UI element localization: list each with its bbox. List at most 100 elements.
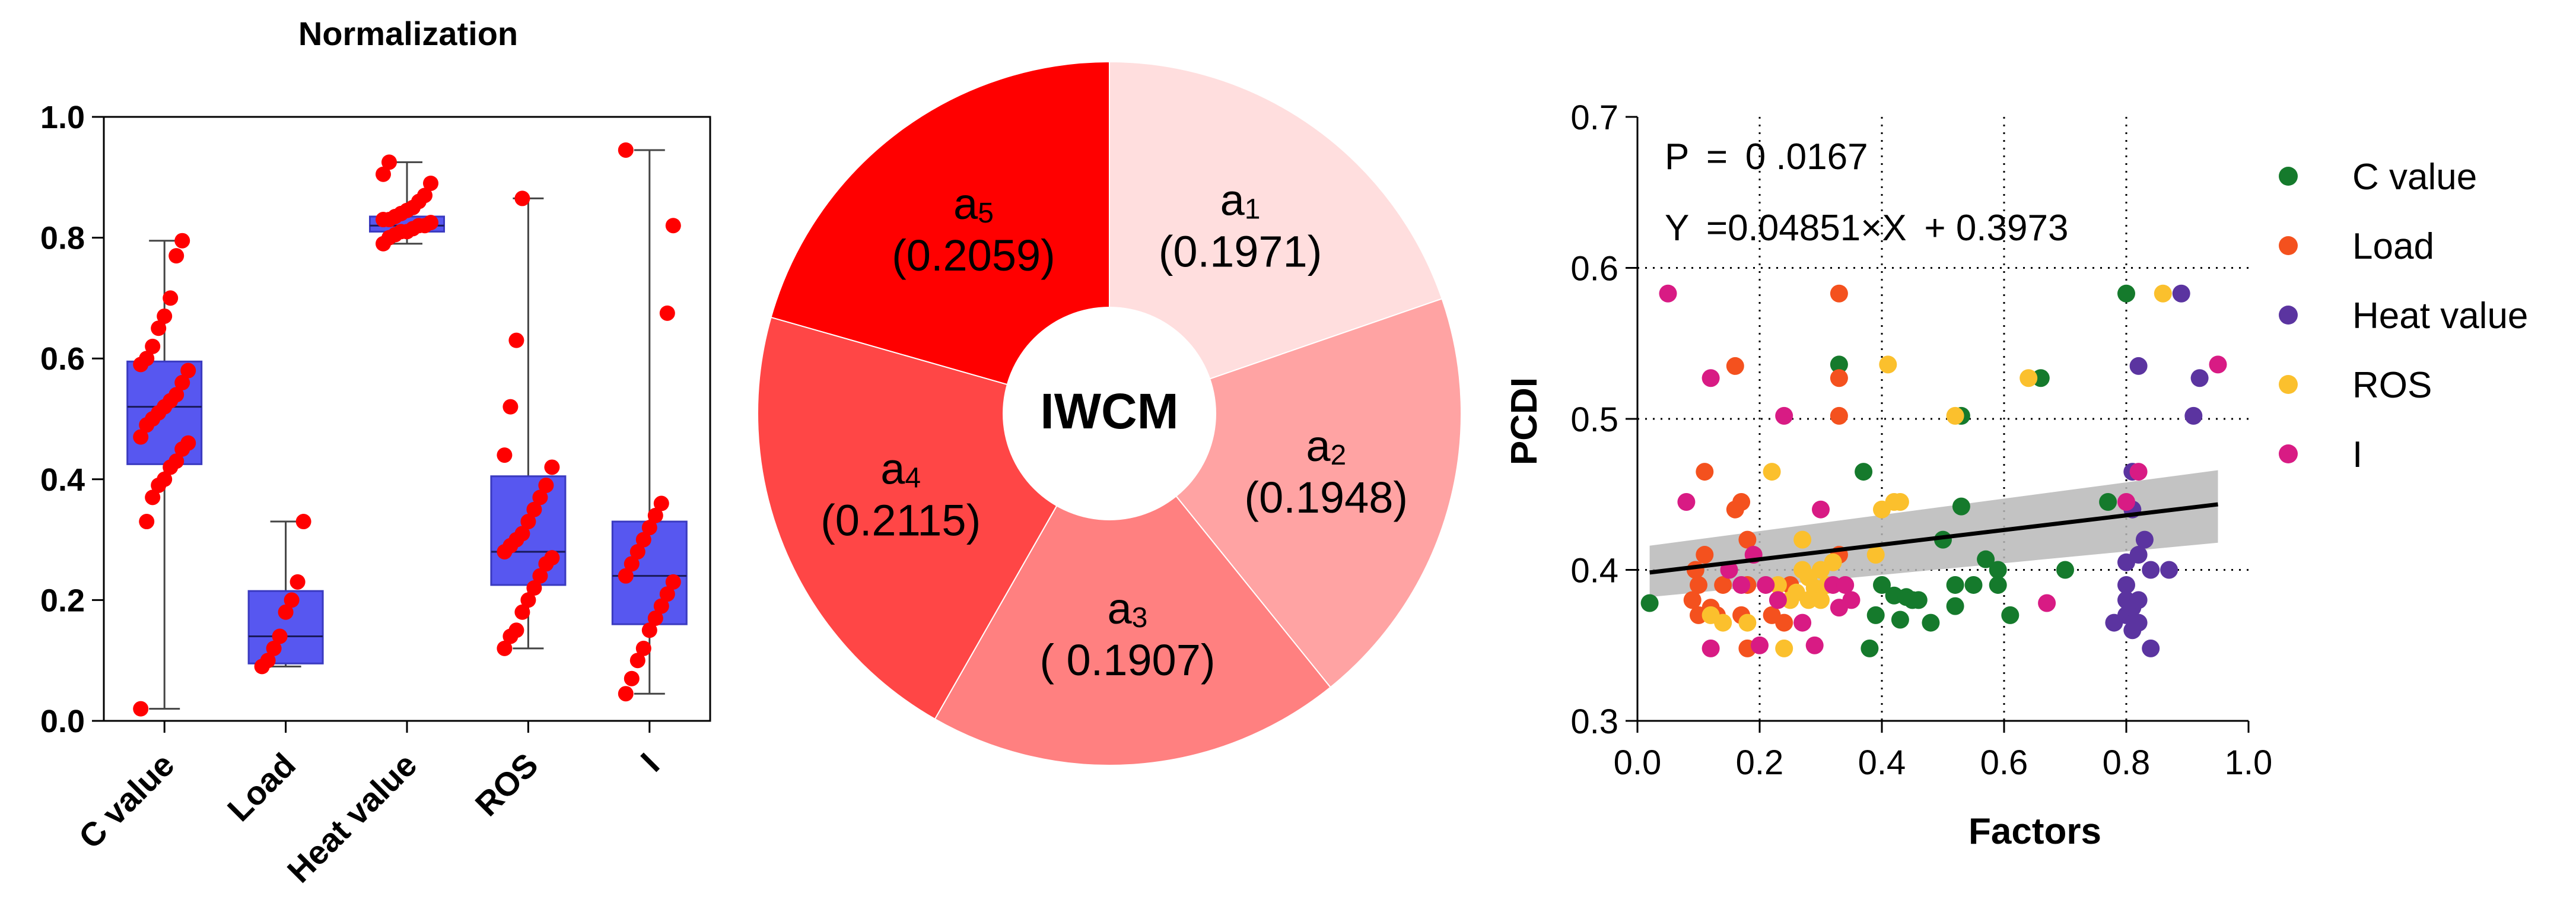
box-data-point — [647, 610, 663, 626]
scatter-point-load — [1738, 530, 1757, 549]
legend-marker-i — [2279, 444, 2298, 463]
scatter-point-load — [1686, 561, 1704, 579]
box-data-point — [629, 653, 645, 669]
box-data-point — [532, 568, 548, 584]
scatter-point-i — [2038, 594, 2056, 612]
scatter-point-i — [2129, 463, 2148, 481]
box-data-point — [629, 543, 645, 559]
regression-line-group — [1649, 502, 2218, 575]
legend-label: ROS — [2352, 365, 2432, 406]
scatter-point-ros — [1866, 546, 1885, 564]
scatter-point-i — [2209, 355, 2227, 374]
box-data-point — [624, 670, 640, 686]
box-data-point — [133, 429, 149, 445]
pie-symbol-subscript: 1 — [1245, 194, 1261, 225]
box-data-point — [266, 640, 282, 656]
box-data-point — [514, 526, 530, 542]
box-data-point — [635, 532, 651, 548]
box-data-point — [503, 399, 519, 415]
scatter-point-c-value — [2056, 561, 2074, 579]
scatter-point-i — [1793, 613, 1812, 632]
scatter-points — [1640, 284, 2227, 657]
box-data-point — [157, 308, 173, 324]
scatter-point-load — [1830, 369, 1848, 387]
pie-symbol-a5: a5 — [953, 179, 994, 229]
scatter-point-ros — [1763, 463, 1781, 481]
box-data-point — [497, 447, 513, 463]
scatter-point-c-value — [1873, 576, 1891, 594]
box-data-point — [618, 142, 634, 158]
scatter-point-ros — [1891, 492, 1909, 511]
scatter-point-load — [1732, 492, 1751, 511]
scatter-axes: 0.3 0.4 0.5 0.6 0.7 0.0 0.2 0.4 0.6 0.8 1.0 — [1570, 98, 2272, 782]
scatter-point-ros — [1769, 576, 1787, 594]
pie-chart-panel: IWCM a1(0.1971)a2(0.1948)a3( 0.1907)a4(0… — [757, 61, 1462, 766]
box-data-point — [174, 233, 190, 249]
regression-band — [1649, 470, 2218, 597]
pie-value-label: (0.1971) — [1159, 227, 1322, 276]
scatter-point-c-value — [1946, 576, 1964, 594]
scatter-y-axis-label: PCDI — [1504, 377, 1545, 465]
scatter-point-ros — [1775, 639, 1793, 657]
scatter-point-heat-value — [2142, 639, 2160, 657]
y-tick-label: 0.5 — [1570, 400, 1618, 439]
box-data-point — [157, 471, 173, 487]
scatter-point-i — [1751, 636, 1769, 654]
scatter-point-c-value — [2001, 606, 2020, 624]
box-data-point — [618, 568, 634, 584]
pie-symbol-subscript: 4 — [905, 463, 921, 494]
scatter-point-ros — [1812, 591, 1830, 609]
scatter-point-c-value — [2099, 492, 2117, 511]
pie-symbol-subscript: 5 — [978, 198, 994, 229]
legend-label: C value — [2352, 157, 2477, 198]
scatter-point-i — [1757, 576, 1775, 594]
box-data-point — [497, 640, 513, 656]
box-data-point — [508, 332, 524, 348]
scatter-point-ros — [1738, 613, 1757, 632]
scatter-point-heat-value — [2160, 561, 2179, 579]
y-tick-label: 0.7 — [1570, 98, 1618, 137]
scatter-point-c-value — [2117, 284, 2135, 303]
scatter-point-heat-value — [2135, 530, 2154, 549]
box-data-point — [508, 622, 524, 638]
box-data-point — [180, 363, 196, 379]
x-tick-label: 1.0 — [2225, 743, 2273, 782]
box-1 — [126, 233, 203, 717]
scatter-point-c-value — [1952, 497, 1970, 516]
x-tick-label: 0.4 — [1858, 743, 1906, 782]
y-tick-label: 0.2 — [40, 583, 85, 618]
box-data-point — [526, 501, 542, 517]
scatter-point-i — [2117, 492, 2135, 511]
box-data-point — [290, 574, 306, 590]
scatter-point-heat-value — [2105, 613, 2123, 632]
scatter-point-load — [1714, 576, 1732, 594]
scatter-point-i — [1805, 636, 1824, 654]
scatter-point-ros — [1946, 406, 1964, 425]
box-3 — [369, 154, 445, 252]
scatter-point-c-value — [1855, 463, 1873, 481]
pie-value-label: (0.2059) — [892, 231, 1055, 280]
legend-label: I — [2352, 434, 2362, 475]
box-data-point — [139, 351, 155, 367]
pie-symbol-a3: a3 — [1107, 584, 1147, 634]
box-2 — [247, 514, 324, 675]
y-tick-label: 0.6 — [40, 341, 85, 377]
scatter-plot-panel: 0.3 0.4 0.5 0.6 0.7 0.0 0.2 0.4 0.6 0.8 1.0 P = 0 … — [1504, 98, 2528, 852]
scatter-point-i — [1812, 500, 1830, 519]
x-tick-label: Load — [220, 746, 303, 828]
scatter-point-i — [1659, 284, 1677, 303]
box-data-point — [653, 495, 669, 511]
scatter-point-load — [1696, 546, 1714, 564]
box-data-point — [133, 701, 149, 717]
scatter-point-i — [1824, 576, 1842, 594]
scatter-point-heat-value — [2184, 406, 2203, 425]
scatter-point-c-value — [1989, 561, 2007, 579]
scatter-point-ros — [2154, 284, 2172, 303]
box-data-point — [376, 166, 391, 182]
x-tick-label: 0.2 — [1736, 743, 1784, 782]
scatter-point-ros — [2020, 369, 2038, 387]
box-data-point — [514, 604, 530, 620]
box-data-point — [624, 556, 640, 572]
pie-value-label: (0.2115) — [820, 496, 981, 545]
